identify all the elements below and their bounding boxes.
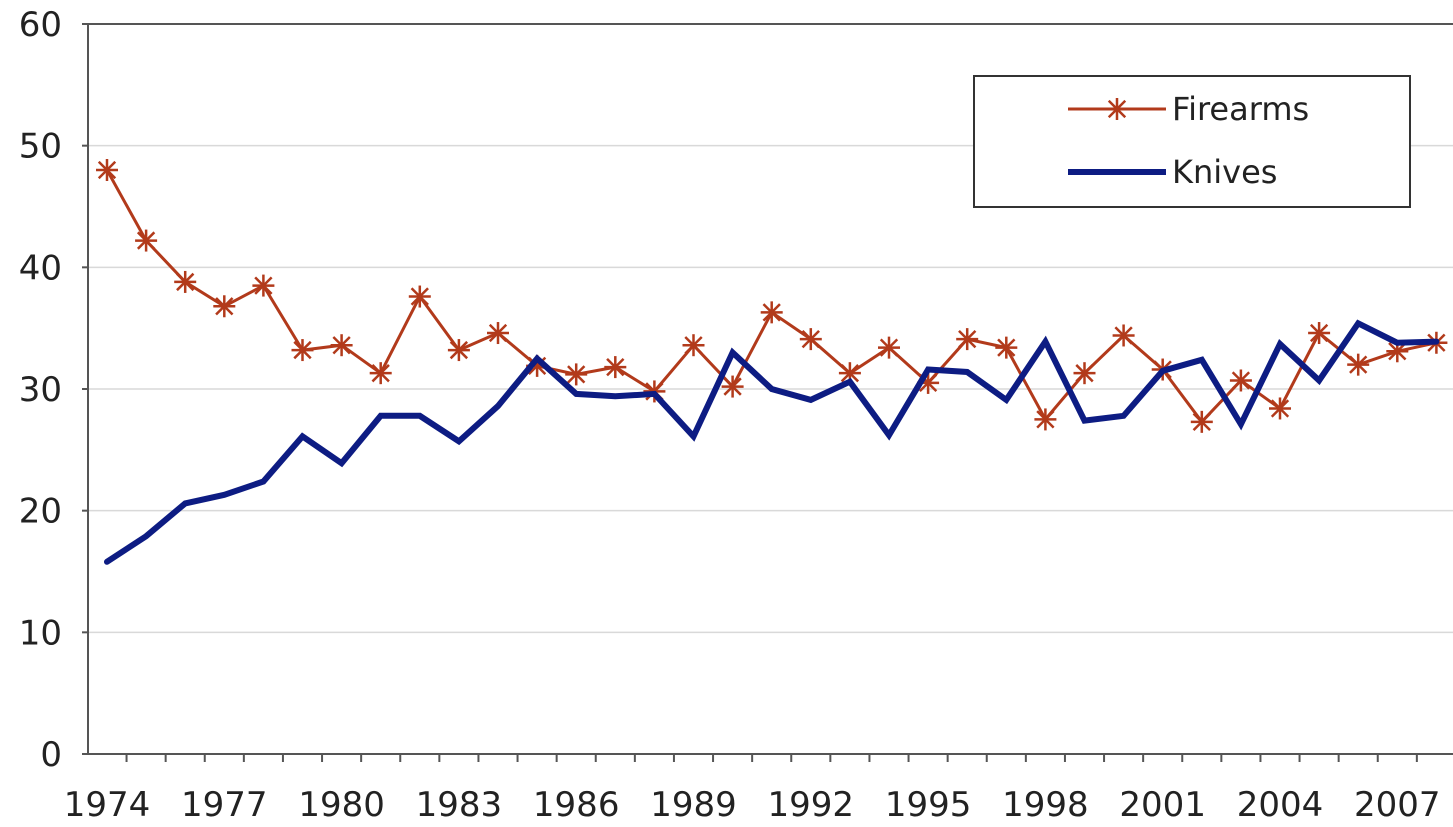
data-point-firearms-2002-d2	[1192, 412, 1211, 431]
data-point-firearms-1986-d2	[567, 365, 586, 384]
data-point-firearms-1976-d2	[176, 272, 195, 292]
data-point-firearms-1987-d2	[606, 357, 625, 377]
data-point-firearms-1984	[487, 322, 509, 345]
data-point-firearms-1983-d2	[449, 340, 469, 360]
data-point-firearms-2006-d2	[1349, 355, 1368, 374]
y-tick-label-20: 20	[19, 492, 62, 532]
data-point-firearms-1996-d2	[958, 329, 977, 349]
data-point-firearms-1989-d2	[684, 336, 703, 355]
data-point-firearms-2004	[1269, 397, 1291, 420]
data-point-firearms-1980-d2	[332, 336, 351, 355]
series-firearms	[96, 159, 1448, 433]
data-point-firearms-1989	[682, 334, 705, 357]
data-point-firearms-1983	[447, 339, 470, 362]
y-axis-tick-labels: 0 10 20 30 40 50 60	[19, 5, 62, 775]
data-point-firearms-1984-d2	[488, 323, 508, 343]
legend: Firearms Knives	[973, 75, 1411, 208]
data-point-firearms-1987	[604, 356, 627, 379]
y-tick-label-10: 10	[19, 613, 62, 653]
data-point-firearms-2003-d2	[1231, 371, 1251, 390]
x-tick-label-1983: 1983	[416, 785, 503, 825]
legend-marker-firearms	[1106, 98, 1128, 120]
x-tick-label-1998: 1998	[1002, 785, 1089, 825]
data-point-firearms-1978	[252, 274, 275, 297]
legend-item-knives: Knives	[1068, 153, 1277, 191]
x-tick-label-1977: 1977	[181, 785, 268, 825]
data-point-firearms-1993-d2	[840, 364, 860, 383]
legend-items: Firearms Knives	[1068, 90, 1309, 191]
legend-label-knives: Knives	[1172, 153, 1277, 191]
data-point-firearms-1991	[760, 301, 783, 324]
series-knives	[104, 319, 1440, 565]
x-tick-label-2007: 2007	[1354, 785, 1441, 825]
data-point-firearms-1992	[799, 328, 822, 351]
y-tick-label-0: 0	[40, 735, 62, 775]
data-point-firearms-1991-d2	[762, 303, 781, 322]
series-line-knives	[104, 319, 1440, 565]
data-point-firearms-1998	[1034, 408, 1057, 431]
data-point-firearms-2007-d2	[1388, 342, 1407, 361]
data-point-firearms-1974	[96, 159, 118, 181]
data-point-firearms-1980	[330, 334, 353, 357]
data-point-firearms-1997-d2	[997, 338, 1016, 357]
data-point-firearms-1982	[408, 285, 431, 308]
data-point-firearms-2000-d2	[1114, 326, 1133, 345]
legend-label-firearms: Firearms	[1172, 90, 1309, 128]
x-tick-label-1974: 1974	[64, 785, 151, 825]
data-point-firearms-1996	[956, 328, 979, 351]
axes	[82, 23, 1453, 762]
data-point-firearms-1994-d2	[879, 338, 899, 357]
data-point-firearms-1997	[995, 336, 1018, 359]
data-point-firearms-2004-d2	[1270, 399, 1290, 418]
x-axis-tick-labels: 1974 1977 1980 1983 1986 1989 1992 1995 1998 2001…	[64, 785, 1441, 825]
data-point-firearms-2000	[1112, 324, 1135, 347]
legend-item-firearms: Firearms	[1068, 90, 1309, 128]
data-point-firearms-1986	[565, 363, 588, 386]
data-point-firearms-1977-d2	[215, 297, 234, 316]
data-point-firearms-2006	[1347, 353, 1370, 376]
data-point-firearms-2002	[1190, 410, 1213, 433]
data-point-firearms-1979-d2	[293, 340, 312, 360]
x-tick-label-1986: 1986	[533, 785, 620, 825]
data-point-firearms-1975-d2	[136, 231, 156, 250]
y-tick-label-30: 30	[19, 370, 62, 410]
data-point-firearms-2005-d2	[1309, 323, 1329, 343]
legend-marker-firearms-d2	[1107, 99, 1127, 119]
data-point-firearms-1982-d2	[410, 287, 429, 306]
legend-box	[973, 75, 1411, 208]
data-point-firearms-1994	[878, 336, 900, 359]
data-point-firearms-1995-d2	[918, 373, 938, 393]
x-tick-label-1995: 1995	[885, 785, 972, 825]
data-point-firearms-1979	[291, 339, 314, 362]
data-point-firearms-1975	[135, 229, 158, 252]
data-point-firearms-2005	[1308, 322, 1331, 345]
x-tick-label-2004: 2004	[1237, 785, 1324, 825]
data-point-firearms-1990-d2	[723, 377, 742, 396]
data-point-firearms-1978-d2	[254, 276, 273, 295]
y-tick-label-50: 50	[19, 127, 62, 167]
data-point-firearms-1977	[213, 295, 236, 318]
x-tick-label-1992: 1992	[768, 785, 855, 825]
data-point-firearms-1998-d2	[1036, 410, 1055, 429]
data-point-firearms-1993	[838, 362, 861, 385]
x-tick-label-1980: 1980	[298, 785, 385, 825]
data-point-firearms-1974-d2	[97, 160, 117, 180]
series-layer	[96, 159, 1448, 565]
data-point-firearms-1981	[369, 362, 392, 385]
data-point-firearms-1990	[721, 375, 744, 398]
x-tick-label-1989: 1989	[650, 785, 737, 825]
x-tick-label-2001: 2001	[1119, 785, 1206, 825]
y-tick-label-60: 60	[19, 5, 62, 45]
data-point-firearms-1976	[174, 270, 197, 293]
data-point-firearms-1999-d2	[1075, 364, 1094, 383]
data-point-firearms-2003	[1229, 369, 1252, 392]
data-point-firearms-1999	[1073, 362, 1096, 385]
data-point-firearms-1981-d2	[371, 364, 390, 383]
y-tick-label-40: 40	[19, 248, 62, 288]
data-point-firearms-1992-d2	[801, 329, 820, 349]
